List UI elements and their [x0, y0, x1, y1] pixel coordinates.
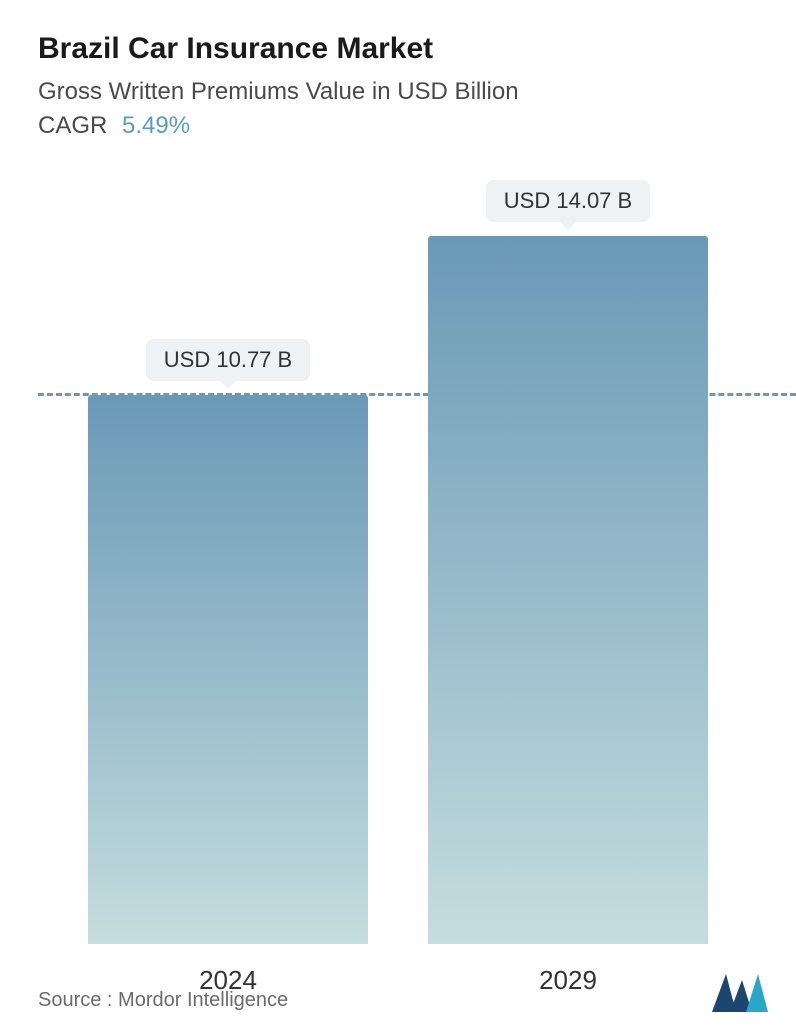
chart-area: USD 10.77 B USD 14.07 B 2024 2029 — [38, 180, 758, 1014]
chart-subtitle: Gross Written Premiums Value in USD Bill… — [38, 78, 758, 106]
chart-plot: USD 10.77 B USD 14.07 B — [38, 180, 758, 944]
source-text: Source : Mordor Intelligence — [38, 989, 288, 1012]
cagr-value: 5.49% — [122, 112, 190, 139]
brand-logo-icon — [712, 974, 768, 1012]
chart-title: Brazil Car Insurance Market — [38, 32, 758, 66]
bar-2024 — [88, 395, 368, 944]
value-badge-2029: USD 14.07 B — [486, 180, 650, 222]
cagr-row: CAGR 5.49% — [38, 112, 758, 140]
bars-container: USD 10.77 B USD 14.07 B — [38, 180, 758, 944]
bar-column-2029: USD 14.07 B — [428, 180, 708, 944]
bar-2029 — [428, 236, 708, 944]
bar-column-2024: USD 10.77 B — [88, 180, 368, 944]
logo-right-shape — [746, 974, 768, 1012]
value-badge-2024: USD 10.77 B — [146, 339, 310, 381]
cagr-label: CAGR — [38, 112, 107, 139]
footer: Source : Mordor Intelligence — [38, 974, 768, 1012]
